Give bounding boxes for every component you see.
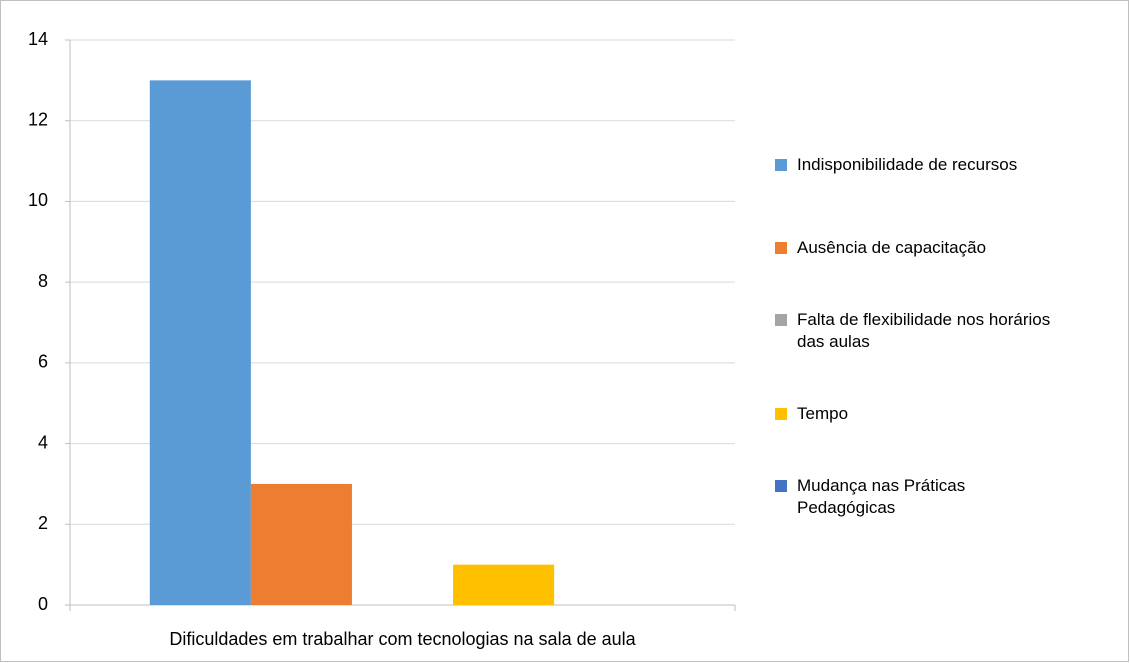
legend-label: Tempo — [797, 404, 849, 423]
y-tick-label: 10 — [28, 190, 48, 210]
y-tick-label: 8 — [38, 271, 48, 291]
legend-entry: Ausência de capacitação — [775, 237, 1055, 259]
legend-entry: Tempo — [775, 403, 1055, 425]
bar — [453, 564, 555, 605]
legend-label: Indisponibilidade de recursos — [797, 155, 1018, 174]
legend-swatch — [775, 159, 787, 171]
legend-entry: Mudança nas Práticas Pedagógicas — [775, 475, 1055, 519]
legend-swatch — [775, 242, 787, 254]
y-tick-label: 4 — [38, 432, 48, 452]
y-tick-label: 14 — [28, 29, 48, 49]
y-tick-label: 6 — [38, 352, 48, 372]
y-tick-label: 2 — [38, 513, 48, 533]
legend-swatch — [775, 314, 787, 326]
x-tick-label: Dificuldades em trabalhar com tecnologia… — [169, 629, 636, 649]
legend-entry: Falta de flexibilidade nos horários das … — [775, 309, 1055, 353]
y-tick-label: 0 — [38, 594, 48, 614]
y-tick-label: 12 — [28, 109, 48, 129]
bar — [149, 80, 251, 606]
legend-swatch — [775, 480, 787, 492]
legend-label: Falta de flexibilidade nos horários das … — [797, 310, 1051, 351]
bar — [250, 483, 352, 605]
legend-label: Mudança nas Práticas Pedagógicas — [797, 476, 966, 517]
legend-label: Ausência de capacitação — [797, 238, 987, 257]
legend-entry: Indisponibilidade de recursos — [775, 154, 1055, 176]
legend-swatch — [775, 408, 787, 420]
